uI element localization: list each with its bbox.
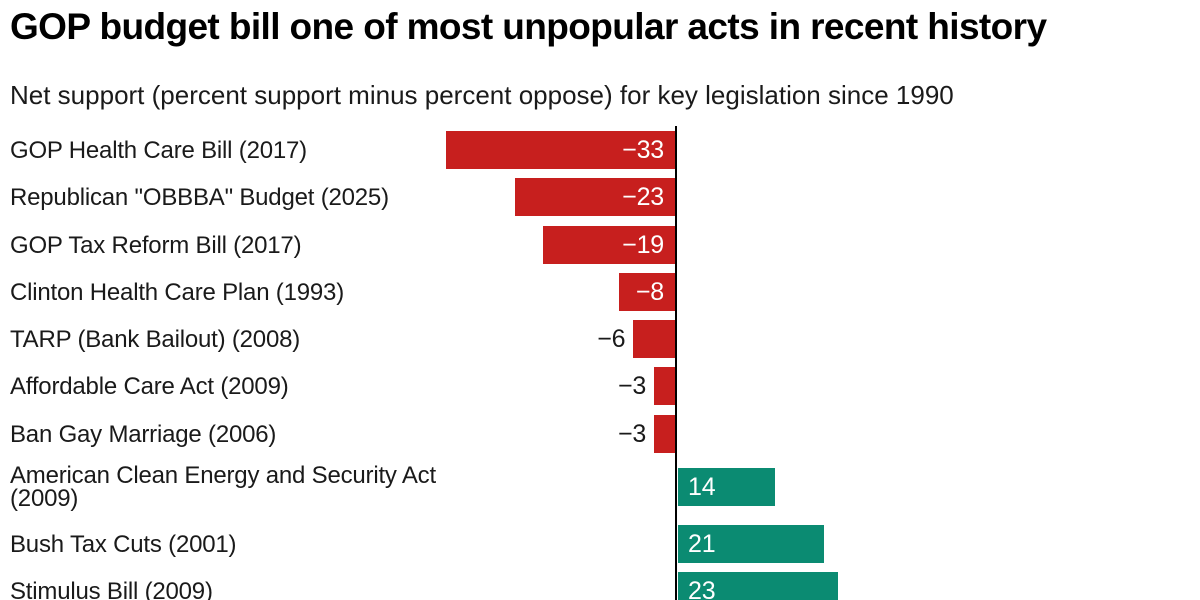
- bar-label: GOP Health Care Bill (2017): [10, 131, 442, 169]
- bar-value-label: −19: [622, 230, 664, 259]
- bar-label-line: Ban Gay Marriage (2006): [10, 420, 277, 448]
- bar-label: Stimulus Bill (2009): [10, 572, 442, 600]
- bar-label: Ban Gay Marriage (2006): [10, 415, 442, 453]
- bar-value-label: −6: [597, 324, 626, 353]
- bar-label-line: (2009): [10, 485, 79, 512]
- bar-label-line: GOP Health Care Bill (2017): [10, 136, 307, 164]
- bar-value-label: −8: [635, 277, 664, 306]
- zero-axis-line: [675, 126, 677, 600]
- bar-value-label: 23: [688, 576, 716, 600]
- bar-positive: [678, 525, 824, 563]
- bar-negative: [445, 131, 675, 169]
- bar-value-label: −3: [618, 371, 647, 400]
- bar-label-line: TARP (Bank Bailout) (2008): [10, 325, 301, 353]
- bar-label-line: Clinton Health Care Plan (1993): [10, 278, 344, 306]
- bar-label-line: GOP Tax Reform Bill (2017): [10, 231, 302, 259]
- chart-subtitle: Net support (percent support minus perce…: [10, 80, 954, 110]
- bar-negative: [654, 415, 675, 453]
- bar-label: GOP Tax Reform Bill (2017): [10, 226, 442, 264]
- bar-label-line: Stimulus Bill (2009): [10, 577, 213, 600]
- bar-label: TARP (Bank Bailout) (2008): [10, 320, 442, 358]
- bar-label-line: Bush Tax Cuts (2001): [10, 530, 237, 558]
- bar-value-label: −33: [622, 135, 664, 164]
- page-title: GOP budget bill one of most unpopular ac…: [10, 6, 1047, 47]
- bar-negative: [654, 367, 675, 405]
- bar-value-label: −23: [622, 182, 664, 211]
- bar-negative: [542, 226, 675, 264]
- bar-label: Clinton Health Care Plan (1993): [10, 273, 442, 311]
- bar-value-label: 14: [688, 472, 716, 501]
- bar-negative: [515, 178, 675, 216]
- bar-positive: [678, 572, 838, 600]
- bar-negative: [633, 320, 675, 358]
- bar-label: Affordable Care Act (2009): [10, 367, 442, 405]
- bar-label-line: Republican "OBBBA" Budget (2025): [10, 183, 389, 211]
- bar-value-label: 21: [688, 529, 716, 558]
- bar-label-line: Affordable Care Act (2009): [10, 372, 289, 400]
- bar-label: American Clean Energy and Security Act (2…: [10, 464, 442, 511]
- bar-label: Bush Tax Cuts (2001): [10, 525, 442, 563]
- bar-value-label: −3: [618, 419, 647, 448]
- bar-negative: [619, 273, 675, 311]
- bar-positive: [678, 468, 776, 506]
- bar-label: Republican "OBBBA" Budget (2025): [10, 178, 442, 216]
- bar-label-line: American Clean Energy and Security Act: [10, 462, 436, 489]
